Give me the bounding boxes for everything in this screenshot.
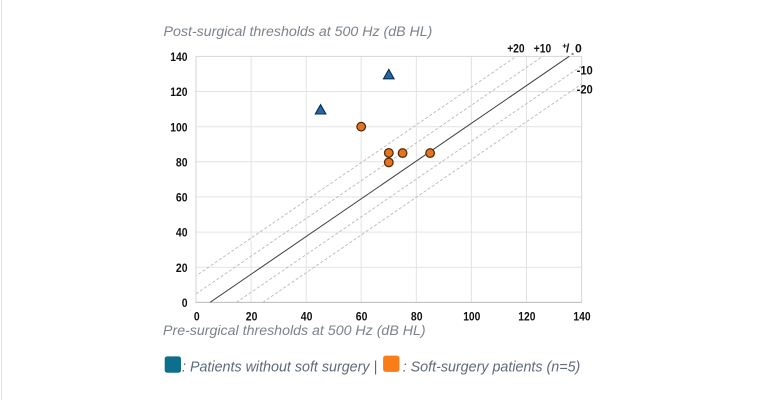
svg-text:80: 80 [176, 155, 188, 169]
svg-text:120: 120 [518, 309, 535, 323]
svg-text:Post-surgical thresholds at 50: Post-surgical thresholds at 500 Hz (dB H… [164, 24, 433, 40]
svg-text:80: 80 [411, 309, 423, 323]
svg-text:0: 0 [182, 296, 188, 310]
svg-text:: Patients without soft surger: : Patients without soft surgery | [182, 360, 377, 376]
svg-text:Pre-surgical thresholds at 500: Pre-surgical thresholds at 500 Hz (dB HL… [163, 323, 426, 339]
svg-text:60: 60 [176, 191, 188, 205]
svg-text:-10: -10 [577, 63, 593, 77]
svg-text:-: - [571, 49, 574, 58]
svg-text:20: 20 [176, 261, 188, 275]
svg-text:140: 140 [170, 50, 187, 64]
svg-text:/: / [566, 42, 570, 56]
svg-text:20: 20 [246, 309, 258, 323]
svg-text:0: 0 [194, 309, 200, 323]
svg-text:140: 140 [573, 309, 590, 323]
svg-text:40: 40 [176, 226, 188, 240]
svg-text:+10: +10 [534, 42, 552, 56]
svg-text:+: + [562, 41, 567, 50]
svg-text:0: 0 [575, 42, 582, 56]
svg-text:+20: +20 [507, 42, 525, 56]
svg-text:100: 100 [170, 120, 187, 134]
svg-text:120: 120 [170, 85, 187, 99]
svg-text:-20: -20 [577, 82, 593, 96]
svg-text:100: 100 [463, 309, 480, 323]
svg-text:: Soft-surgery patients (n=5): : Soft-surgery patients (n=5) [403, 359, 581, 375]
svg-text:40: 40 [301, 309, 313, 323]
svg-text:60: 60 [356, 309, 368, 323]
